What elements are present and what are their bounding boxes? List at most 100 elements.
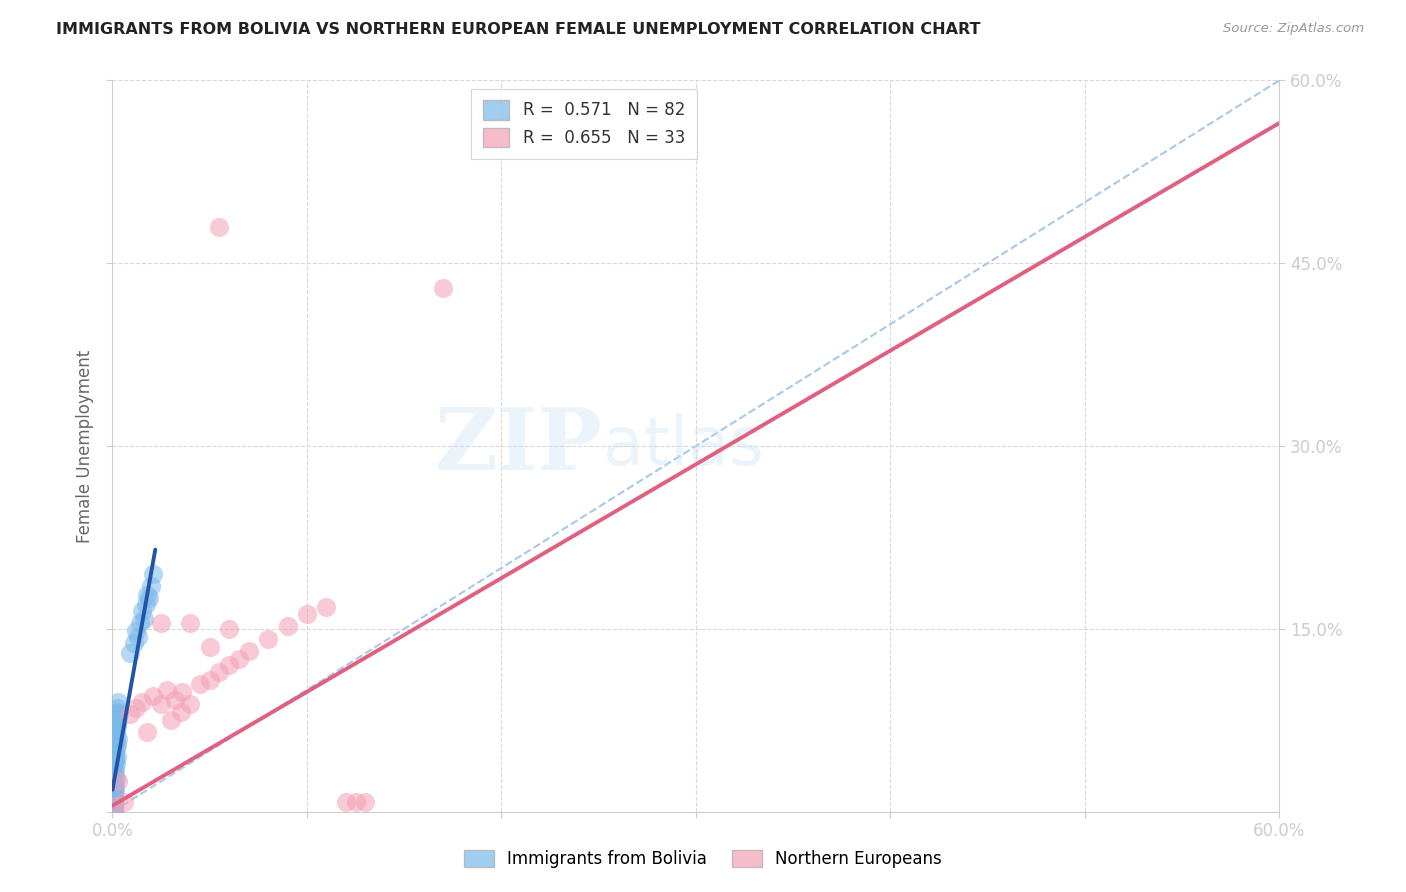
Point — [103, 792, 125, 806]
Point — [122, 636, 145, 650]
Point — [104, 709, 127, 723]
Point — [188, 676, 211, 690]
Text: IMMIGRANTS FROM BOLIVIA VS NORTHERN EUROPEAN FEMALE UNEMPLOYMENT CORRELATION CHA: IMMIGRANTS FROM BOLIVIA VS NORTHERN EURO… — [56, 22, 981, 37]
Point — [105, 705, 128, 719]
Point — [103, 804, 125, 818]
Point — [138, 591, 160, 606]
Point — [105, 756, 128, 770]
Point — [101, 804, 124, 818]
Point — [127, 631, 149, 645]
Point — [103, 804, 125, 818]
Point — [103, 804, 125, 818]
Y-axis label: Female Unemployment: Female Unemployment — [76, 350, 94, 542]
Point — [104, 778, 127, 792]
Point — [335, 795, 357, 809]
Point — [103, 749, 125, 764]
Point — [103, 768, 125, 782]
Point — [169, 705, 191, 719]
Point — [104, 714, 127, 728]
Point — [105, 719, 128, 733]
Point — [150, 698, 173, 712]
Point — [103, 802, 125, 816]
Point — [238, 644, 260, 658]
Point — [432, 280, 454, 294]
Point — [295, 607, 318, 622]
Point — [104, 747, 127, 762]
Point — [105, 771, 128, 785]
Legend: Immigrants from Bolivia, Northern Europeans: Immigrants from Bolivia, Northern Europe… — [457, 843, 949, 875]
Point — [103, 792, 125, 806]
Point — [354, 795, 377, 809]
Point — [104, 729, 127, 743]
Point — [208, 219, 231, 234]
Point — [103, 738, 125, 752]
Point — [315, 599, 337, 614]
Text: ZIP: ZIP — [434, 404, 603, 488]
Point — [257, 632, 280, 646]
Point — [105, 717, 128, 731]
Point — [103, 801, 125, 815]
Point — [103, 796, 125, 810]
Point — [118, 707, 141, 722]
Point — [112, 795, 135, 809]
Point — [103, 782, 125, 797]
Point — [103, 801, 125, 815]
Point — [198, 640, 221, 655]
Point — [156, 682, 179, 697]
Point — [103, 790, 125, 805]
Point — [107, 774, 129, 789]
Point — [131, 603, 153, 617]
Point — [142, 567, 165, 582]
Point — [105, 701, 128, 715]
Point — [142, 689, 165, 703]
Point — [103, 802, 125, 816]
Point — [135, 598, 157, 612]
Point — [103, 802, 125, 816]
Point — [103, 802, 125, 816]
Point — [128, 615, 150, 630]
Point — [344, 795, 367, 809]
Point — [208, 665, 231, 679]
Point — [103, 756, 125, 770]
Point — [179, 615, 201, 630]
Point — [179, 698, 201, 712]
Point — [125, 701, 148, 715]
Point — [103, 795, 125, 809]
Point — [103, 725, 125, 739]
Point — [103, 780, 125, 795]
Point — [107, 731, 129, 746]
Point — [105, 707, 128, 722]
Point — [103, 802, 125, 816]
Point — [103, 731, 125, 746]
Point — [103, 802, 125, 816]
Point — [103, 804, 125, 818]
Point — [104, 752, 127, 766]
Point — [103, 717, 125, 731]
Point — [103, 798, 125, 813]
Point — [132, 612, 155, 626]
Point — [103, 804, 125, 818]
Point — [125, 624, 148, 639]
Text: atlas: atlas — [603, 413, 763, 479]
Point — [101, 804, 124, 818]
Point — [163, 692, 186, 706]
Point — [101, 804, 124, 818]
Point — [107, 695, 129, 709]
Point — [172, 685, 194, 699]
Point — [101, 804, 124, 818]
Point — [131, 695, 153, 709]
Point — [228, 652, 250, 666]
Point — [136, 588, 159, 602]
Point — [103, 804, 125, 818]
Point — [198, 673, 221, 687]
Point — [103, 801, 125, 815]
Point — [118, 646, 141, 660]
Point — [141, 579, 163, 593]
Point — [160, 714, 183, 728]
Point — [103, 798, 125, 813]
Point — [150, 615, 173, 630]
Point — [103, 795, 125, 809]
Point — [103, 797, 125, 812]
Point — [103, 787, 125, 801]
Point — [103, 762, 125, 776]
